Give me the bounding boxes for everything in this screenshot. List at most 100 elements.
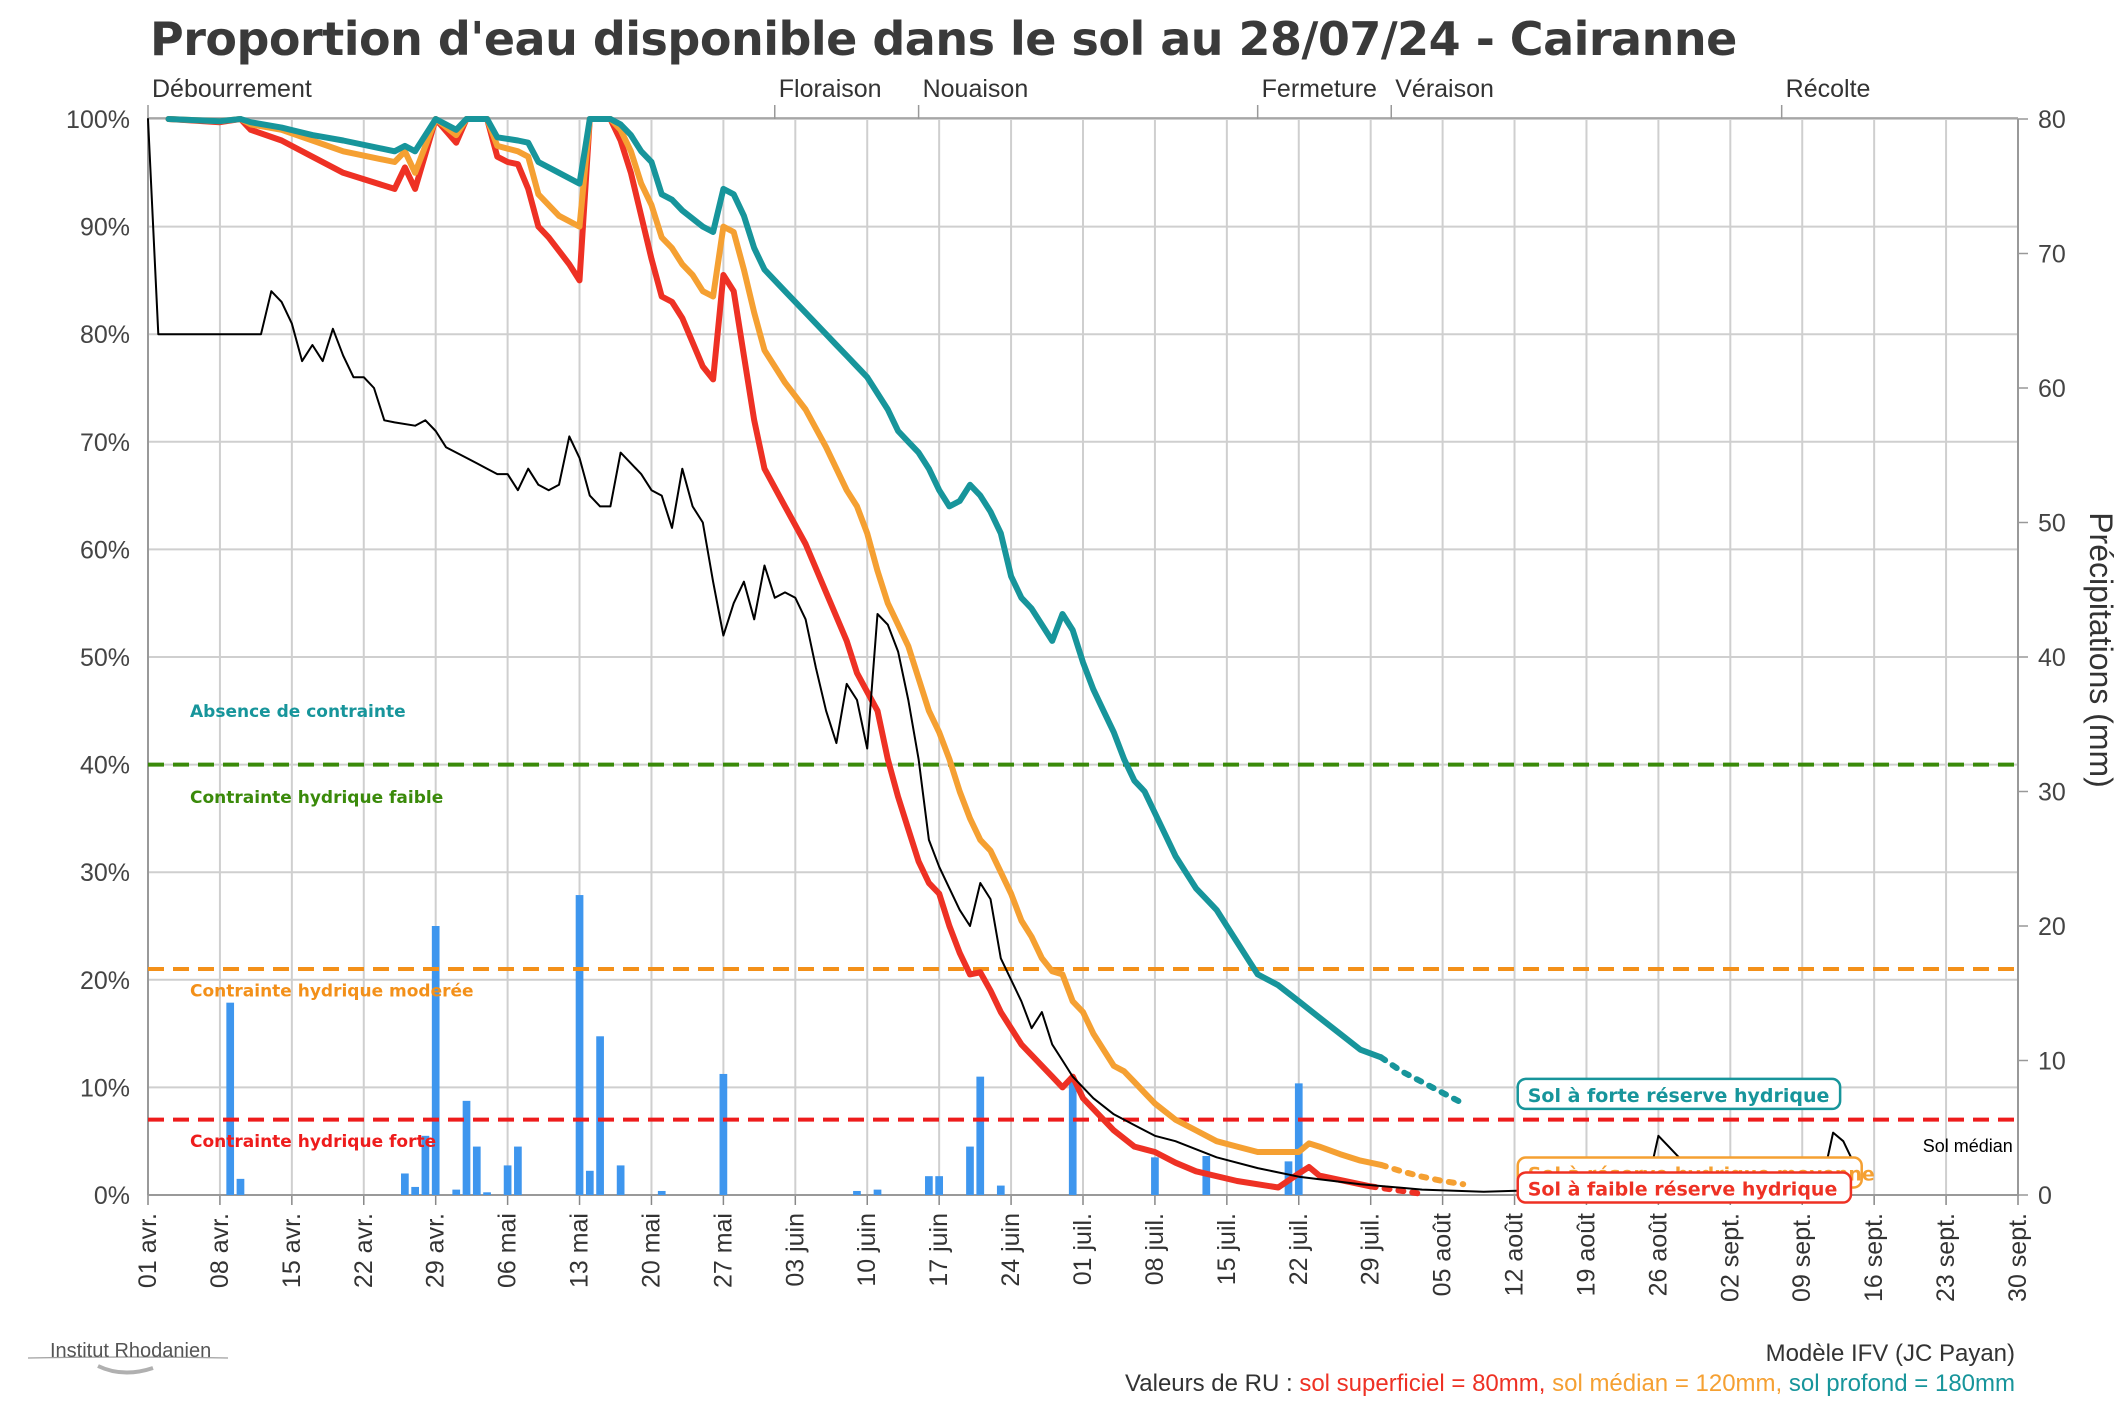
precipitation-bar [996, 1185, 1005, 1195]
precipitation-bar [1294, 1083, 1303, 1195]
series-forecast-line [1367, 1183, 1426, 1197]
precipitation-bar [616, 1165, 625, 1195]
x-tick-label: 08 juil. [1141, 1213, 1169, 1285]
y-tick-label: 10% [80, 1074, 130, 1102]
annotation-box [1516, 1077, 1842, 1111]
x-tick-label: 01 avr. [134, 1213, 162, 1288]
y-tick-label: 100% [66, 106, 130, 134]
precipitation-bar [976, 1076, 985, 1195]
precipitation-bar [483, 1192, 491, 1195]
stage-label: Floraison [779, 75, 882, 103]
x-tick-label: 27 mai [709, 1213, 737, 1288]
x-tick-label: 12 août [1501, 1213, 1529, 1296]
x-tick-label: 24 juin [997, 1213, 1025, 1287]
ru-prefix: Valeurs de RU : [1125, 1370, 1300, 1397]
precipitation-bar [596, 1036, 604, 1195]
y2-tick-label: 50 [2038, 510, 2066, 538]
precipitation-bar [1068, 1080, 1077, 1195]
zone-label: Contrainte hydrique moderée [190, 982, 474, 1002]
y2-tick-label: 70 [2038, 241, 2066, 269]
y2-tick-label: 10 [2038, 1048, 2066, 1076]
stage-label: Fermeture [1262, 75, 1377, 103]
y2-tick-label: 0 [2038, 1182, 2052, 1210]
precipitation-bar [421, 1135, 430, 1195]
x-tick-label: 10 juin [853, 1213, 881, 1287]
precipitation-bar [853, 1190, 861, 1195]
precipitation-bar [411, 1186, 419, 1195]
annotation-label: Sol à faible réserve hydrique [1528, 1179, 1838, 1201]
series-forecast-line [1378, 1054, 1467, 1107]
precipitation-bar [966, 1146, 974, 1195]
ru-values: Valeurs de RU : sol superficiel = 80mm, … [1125, 1370, 2015, 1398]
y-tick-label: 40% [80, 752, 130, 780]
x-tick-label: 06 mai [494, 1213, 522, 1288]
y-tick-label: 90% [80, 214, 130, 242]
x-tick-label: 09 sept. [1788, 1213, 1816, 1302]
x-tick-label: 26 août [1644, 1213, 1672, 1296]
x-tick-label: 19 août [1572, 1213, 1600, 1296]
x-tick-label: 17 juin [925, 1213, 953, 1287]
y-tick-label: 80% [80, 321, 130, 349]
series-line [165, 116, 1384, 1061]
x-tick-label: 22 avr. [350, 1213, 378, 1288]
precipitation-bar [514, 1146, 522, 1195]
precipitation-bar [585, 1170, 594, 1195]
x-tick-label: 03 juin [781, 1213, 809, 1287]
series-forecast-line [1378, 1161, 1467, 1188]
institut-rhodanien-logo [28, 1356, 228, 1375]
x-tick-label: 02 sept. [1716, 1213, 1744, 1302]
x-tick-label: 15 avr. [278, 1213, 306, 1288]
x-tick-label: 15 juil. [1213, 1213, 1241, 1285]
annotation-label: Sol médian [1923, 1136, 2013, 1156]
ru-profond: sol profond = 180mm [1788, 1370, 2015, 1397]
series-line [147, 118, 1855, 1193]
chart-title: Proportion d'eau disponible dans le sol … [150, 12, 1737, 66]
y2-tick-label: 30 [2038, 779, 2066, 807]
x-tick-label: 13 mai [566, 1213, 594, 1288]
annotation-label: Sol à forte réserve hydrique [1528, 1085, 1830, 1107]
y2-tick-label: 80 [2038, 106, 2066, 134]
x-tick-label: 23 sept. [1932, 1213, 1960, 1302]
precipitation-bar [657, 1190, 666, 1195]
annotation-box [1516, 1171, 1853, 1204]
y2-tick-label: 20 [2038, 913, 2066, 941]
precipitation-bar [452, 1189, 461, 1195]
precipitation-bar [503, 1165, 512, 1195]
ru-superficiel: sol superficiel = 80mm, [1299, 1370, 1546, 1397]
x-tick-label: 16 sept. [1860, 1213, 1888, 1302]
y-tick-label: 70% [80, 429, 130, 457]
logo-text: Institut Rhodanien [50, 1340, 212, 1362]
x-tick-label: 29 juil. [1357, 1213, 1385, 1285]
y-tick-label: 50% [80, 644, 130, 672]
precipitation-bar [575, 895, 584, 1195]
zone-label: Absence de contrainte [190, 702, 406, 722]
stage-label: Véraison [1395, 75, 1494, 103]
series-line [165, 116, 1384, 1168]
precipitation-bar [925, 1176, 933, 1195]
zone-label: Contrainte hydrique forte [190, 1132, 436, 1152]
model-credit: Modèle IFV (JC Payan) [1765, 1340, 2015, 1367]
zone-label: Contrainte hydrique faible [190, 788, 443, 808]
y-tick-label: 20% [80, 967, 130, 995]
ru-median: sol médian = 120mm, [1552, 1370, 1783, 1397]
precipitation-bar [1151, 1157, 1159, 1195]
precipitation-bar [401, 1173, 409, 1195]
precipitation-bar [472, 1146, 481, 1195]
precipitation-bar [431, 926, 440, 1195]
y-tick-label: 30% [80, 859, 130, 887]
y2-axis-label: Précipitations (mm) [2083, 512, 2119, 788]
x-tick-label: 22 juil. [1285, 1213, 1313, 1285]
stage-label: Nouaison [923, 75, 1029, 103]
y-tick-label: 0% [94, 1182, 130, 1210]
precipitation-bar [236, 1178, 245, 1195]
precipitation-bar [873, 1189, 882, 1195]
precipitation-bar [935, 1176, 944, 1195]
stage-label: Débourrement [152, 75, 312, 103]
precipitation-bar [719, 1073, 728, 1195]
y2-tick-label: 40 [2038, 644, 2066, 672]
x-tick-label: 05 août [1429, 1213, 1457, 1296]
x-tick-label: 20 mai [637, 1213, 665, 1288]
y2-tick-label: 60 [2038, 375, 2066, 403]
stage-label: Récolte [1786, 75, 1871, 103]
